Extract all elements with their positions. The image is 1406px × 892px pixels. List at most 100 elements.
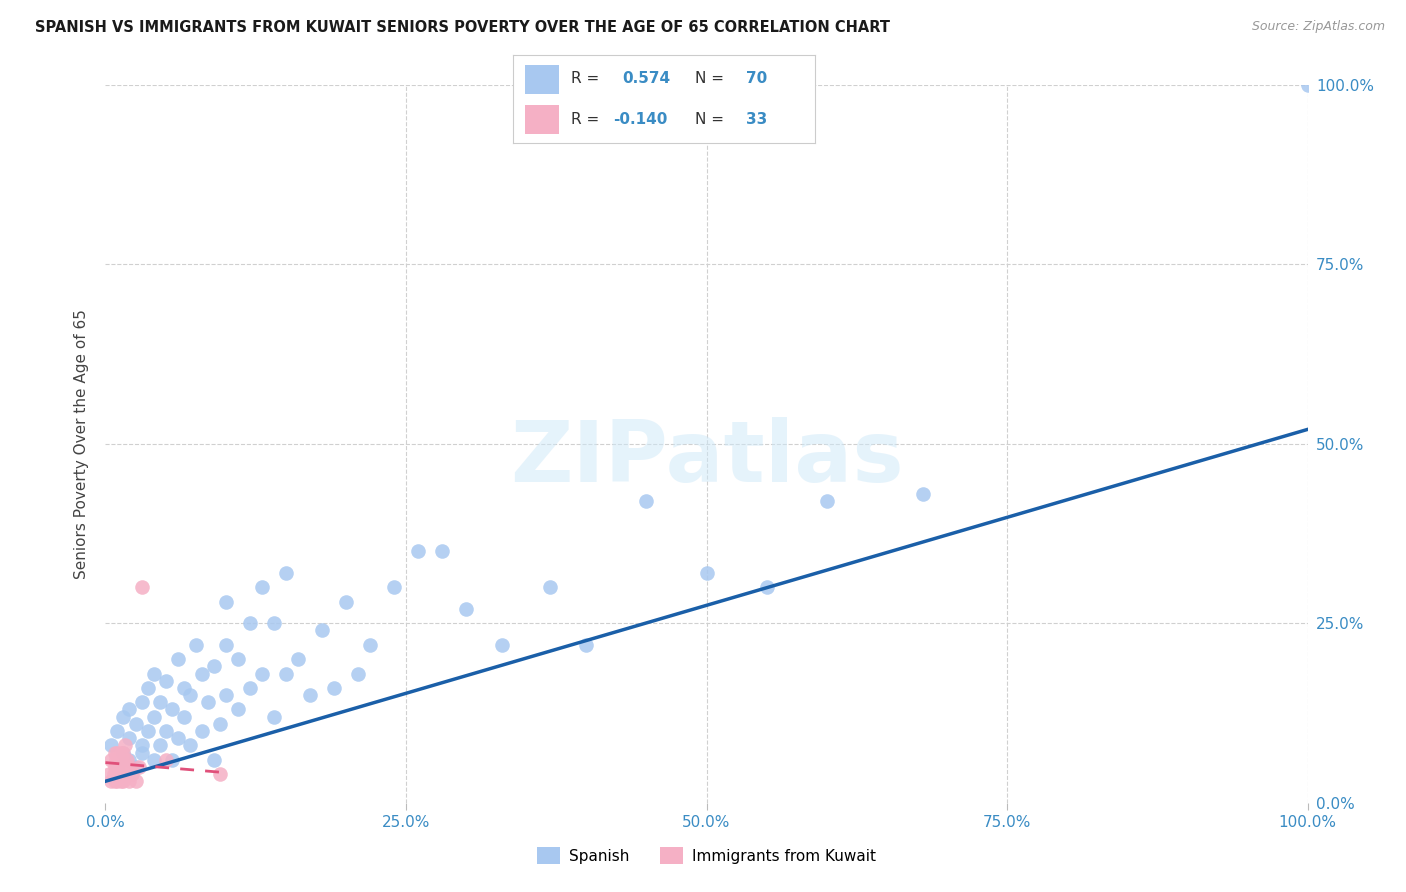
Point [250, 581, 273, 595]
Point [100, 753, 122, 767]
Point [160, 753, 183, 767]
Point [322, 681, 344, 695]
Point [179, 688, 201, 702]
Point [208, 767, 231, 781]
Point [359, 638, 381, 652]
Point [118, 753, 141, 767]
Point [202, 659, 225, 673]
Point [115, 767, 138, 781]
Point [131, 746, 153, 760]
Point [1296, 78, 1319, 92]
Point [121, 767, 143, 781]
Point [311, 624, 333, 638]
Point [98, 767, 121, 781]
Point [124, 716, 146, 731]
Point [148, 695, 170, 709]
Point [142, 709, 165, 723]
Point [166, 731, 188, 746]
Point [112, 767, 135, 781]
Point [382, 581, 405, 595]
Text: 33: 33 [747, 112, 768, 127]
Point [155, 673, 177, 688]
Text: 70: 70 [747, 71, 768, 87]
Point [347, 666, 370, 681]
Point [131, 739, 153, 753]
Point [173, 681, 195, 695]
Point [124, 774, 146, 789]
Point [202, 753, 225, 767]
Point [118, 731, 141, 746]
Point [190, 666, 212, 681]
Text: N =: N = [695, 112, 728, 127]
Point [239, 616, 262, 631]
FancyBboxPatch shape [526, 65, 558, 94]
Point [118, 774, 141, 789]
Point [538, 581, 561, 595]
Text: ZIPatlas: ZIPatlas [509, 417, 904, 500]
Point [636, 494, 658, 508]
Point [107, 760, 129, 774]
Point [274, 566, 297, 580]
Point [103, 767, 125, 781]
Text: Source: ZipAtlas.com: Source: ZipAtlas.com [1251, 20, 1385, 33]
Point [208, 716, 231, 731]
Point [239, 681, 262, 695]
Point [430, 544, 453, 558]
Point [696, 566, 718, 580]
Point [226, 702, 249, 716]
Point [173, 709, 195, 723]
Point [166, 652, 188, 666]
Point [124, 760, 146, 774]
Point [110, 760, 132, 774]
Point [406, 544, 429, 558]
Point [491, 638, 513, 652]
FancyBboxPatch shape [526, 105, 558, 134]
Point [815, 494, 838, 508]
Point [214, 595, 236, 609]
Point [110, 774, 132, 789]
Point [184, 638, 207, 652]
Text: SPANISH VS IMMIGRANTS FROM KUWAIT SENIORS POVERTY OVER THE AGE OF 65 CORRELATION: SPANISH VS IMMIGRANTS FROM KUWAIT SENIOR… [35, 20, 890, 35]
Point [263, 709, 285, 723]
Text: 0.574: 0.574 [621, 71, 671, 87]
Point [107, 746, 129, 760]
Point [454, 602, 477, 616]
Point [104, 774, 127, 789]
Point [755, 581, 778, 595]
Point [104, 746, 127, 760]
Point [160, 702, 183, 716]
Text: R =: R = [571, 71, 609, 87]
Point [142, 753, 165, 767]
Point [136, 681, 159, 695]
Point [142, 666, 165, 681]
Point [131, 695, 153, 709]
Point [112, 746, 135, 760]
Point [214, 688, 236, 702]
Point [136, 724, 159, 739]
Point [107, 774, 129, 789]
Point [131, 581, 153, 595]
Point [107, 724, 129, 739]
Point [112, 753, 135, 767]
Text: N =: N = [695, 71, 728, 87]
Point [100, 739, 122, 753]
Text: R =: R = [571, 112, 603, 127]
Point [155, 753, 177, 767]
Point [263, 616, 285, 631]
Point [104, 760, 127, 774]
Point [112, 746, 135, 760]
Point [105, 767, 128, 781]
Point [298, 688, 321, 702]
Point [335, 595, 357, 609]
Text: -0.140: -0.140 [613, 112, 668, 127]
Legend: Spanish, Immigrants from Kuwait: Spanish, Immigrants from Kuwait [531, 840, 882, 871]
Point [100, 774, 122, 789]
Point [112, 774, 135, 789]
Point [118, 760, 141, 774]
Point [110, 746, 132, 760]
Point [115, 753, 138, 767]
Y-axis label: Seniors Poverty Over the Age of 65: Seniors Poverty Over the Age of 65 [75, 309, 90, 579]
Point [148, 739, 170, 753]
Point [250, 666, 273, 681]
Point [911, 487, 934, 501]
